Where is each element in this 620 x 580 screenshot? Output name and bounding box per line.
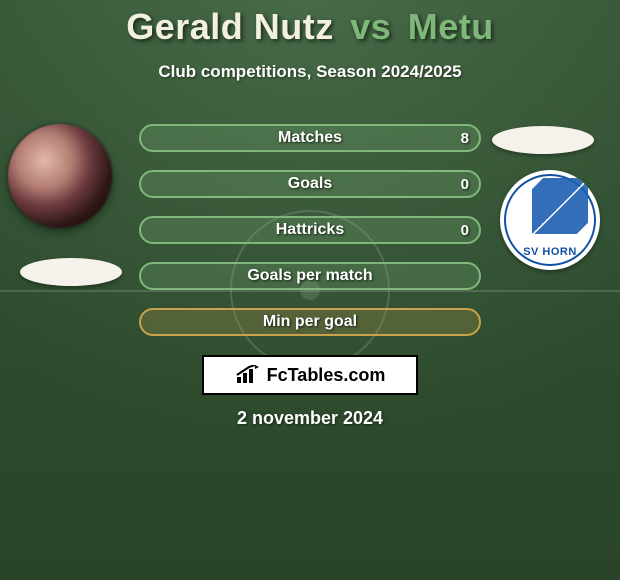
player1-photo xyxy=(8,124,112,228)
club-badge-emblem xyxy=(532,178,588,234)
club-badge-label: SV HORN xyxy=(500,246,600,258)
fctables-watermark: FcTables.com xyxy=(202,355,418,395)
comparison-card: Gerald Nutz vs Metu Club competitions, S… xyxy=(0,0,620,580)
player2-club-badge: SV HORN xyxy=(500,170,600,270)
stat-bars: Matches 8 Goals 0 Hattricks 0 Goals per match M… xyxy=(139,124,481,354)
stat-right-value: 0 xyxy=(461,172,469,196)
stat-label: Min per goal xyxy=(263,313,357,331)
subtitle: Club competitions, Season 2024/2025 xyxy=(0,62,620,82)
stat-bar: Goals per match xyxy=(139,262,481,290)
stat-label: Hattricks xyxy=(276,221,344,239)
player1-club-badge xyxy=(20,258,122,286)
stat-bar: Matches 8 xyxy=(139,124,481,152)
title: Gerald Nutz vs Metu xyxy=(0,6,620,48)
chart-icon xyxy=(235,365,259,385)
player2-name: Metu xyxy=(408,6,494,47)
stat-label: Goals per match xyxy=(247,267,372,285)
stat-label: Matches xyxy=(278,129,342,147)
stat-right-value: 0 xyxy=(461,218,469,242)
stat-bar: Hattricks 0 xyxy=(139,216,481,244)
vs-label: vs xyxy=(344,6,397,47)
stat-label: Goals xyxy=(288,175,332,193)
fctables-text: FcTables.com xyxy=(267,365,386,386)
date: 2 november 2024 xyxy=(0,408,620,429)
stat-bar: Goals 0 xyxy=(139,170,481,198)
player2-flag-badge xyxy=(492,126,594,154)
stat-bar: Min per goal xyxy=(139,308,481,336)
stat-right-value: 8 xyxy=(461,126,469,150)
player1-name: Gerald Nutz xyxy=(126,6,334,47)
